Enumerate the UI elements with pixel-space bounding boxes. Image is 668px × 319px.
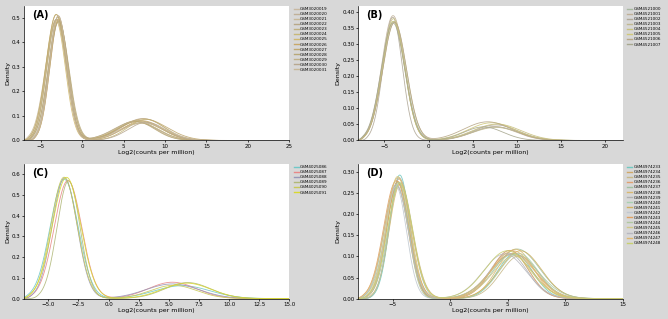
X-axis label: Log2(counts per million): Log2(counts per million) [118,308,195,314]
Y-axis label: Density: Density [336,61,341,85]
Legend: GSM4974233, GSM4974234, GSM4974235, GSM4974236, GSM4974237, GSM4974238, GSM49742: GSM4974233, GSM4974234, GSM4974235, GSM4… [626,164,663,247]
Legend: GSM3020019, GSM3020020, GSM3020021, GSM3020022, GSM3020023, GSM3020024, GSM30200: GSM3020019, GSM3020020, GSM3020021, GSM3… [292,5,329,73]
Text: (A): (A) [32,10,49,19]
X-axis label: Log2(counts per million): Log2(counts per million) [118,150,195,155]
Y-axis label: Density: Density [336,219,341,243]
Text: (B): (B) [366,10,382,19]
Y-axis label: Density: Density [5,61,11,85]
Legend: GSM4521000, GSM4521001, GSM4521002, GSM4521003, GSM4521004, GSM4521005, GSM45210: GSM4521000, GSM4521001, GSM4521002, GSM4… [626,5,663,48]
Legend: GSM4025086, GSM4025087, GSM4025088, GSM4025089, GSM4025090, GSM4025091: GSM4025086, GSM4025087, GSM4025088, GSM4… [292,164,329,196]
Y-axis label: Density: Density [5,219,11,243]
X-axis label: Log2(counts per million): Log2(counts per million) [452,150,529,155]
X-axis label: Log2(counts per million): Log2(counts per million) [452,308,529,314]
Text: (C): (C) [32,168,48,178]
Text: (D): (D) [366,168,383,178]
